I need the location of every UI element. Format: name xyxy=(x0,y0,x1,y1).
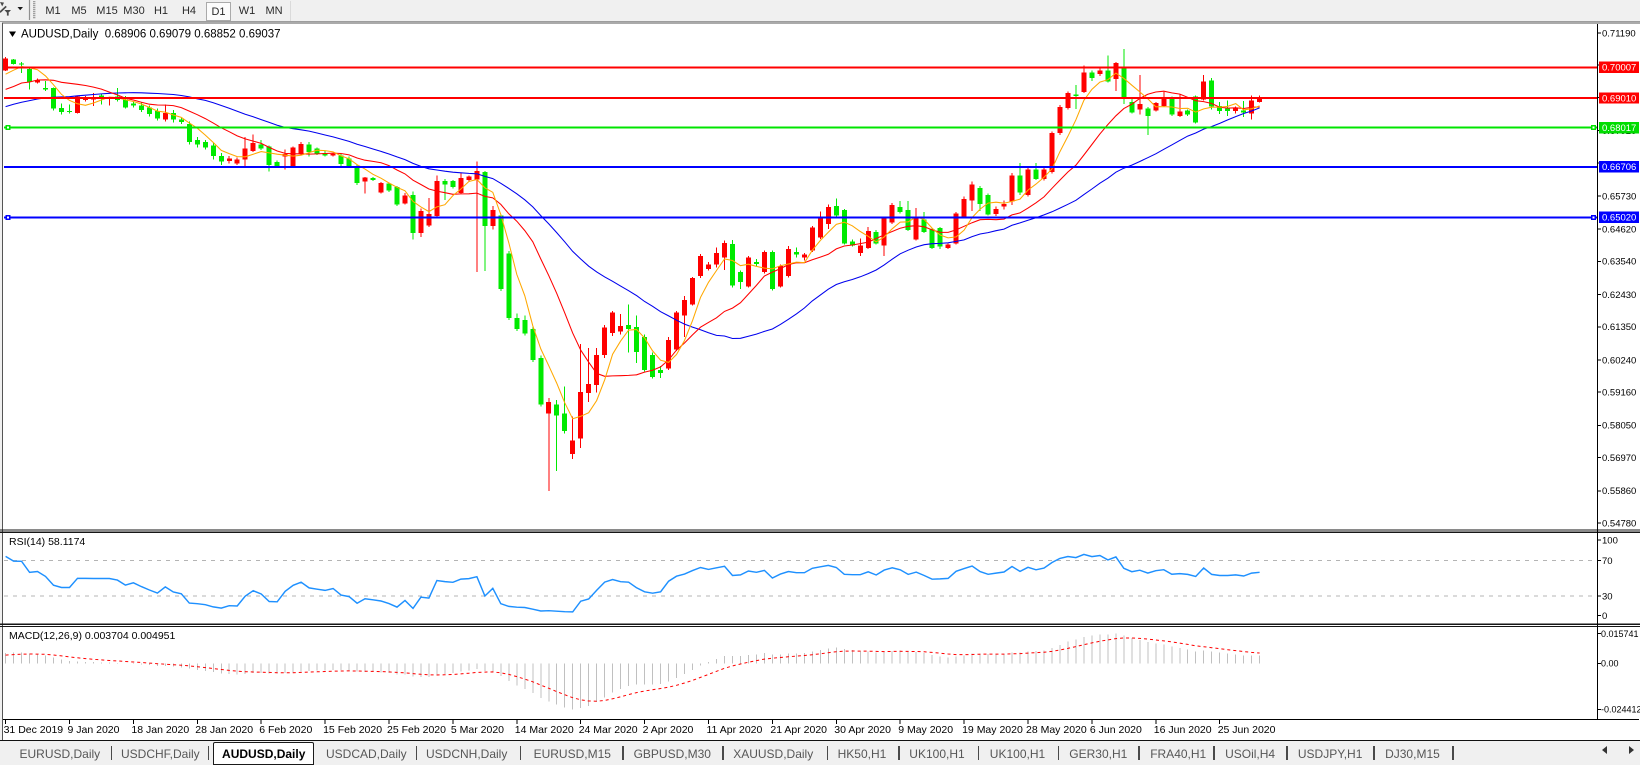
svg-text:MACD(12,26,9) 0.003704 0.00495: MACD(12,26,9) 0.003704 0.004951 xyxy=(9,630,176,642)
svg-text:31 Dec 2019: 31 Dec 2019 xyxy=(4,724,64,736)
svg-text:15 Feb 2020: 15 Feb 2020 xyxy=(323,724,382,736)
svg-text:0.68017: 0.68017 xyxy=(1602,123,1636,134)
svg-text:6 Feb 2020: 6 Feb 2020 xyxy=(259,724,312,736)
svg-text:0.58050: 0.58050 xyxy=(1602,421,1636,432)
svg-text:100: 100 xyxy=(1602,535,1618,546)
svg-text:0.70007: 0.70007 xyxy=(1602,63,1636,74)
svg-text:16 Jun 2020: 16 Jun 2020 xyxy=(1154,724,1212,736)
svg-text:0.59160: 0.59160 xyxy=(1602,388,1636,399)
svg-text:0.62430: 0.62430 xyxy=(1602,290,1636,301)
svg-text:9 May 2020: 9 May 2020 xyxy=(898,724,953,736)
svg-text:5 Mar 2020: 5 Mar 2020 xyxy=(451,724,504,736)
svg-text:30: 30 xyxy=(1602,592,1613,603)
svg-text:0.64620: 0.64620 xyxy=(1602,225,1636,236)
svg-text:30 Apr 2020: 30 Apr 2020 xyxy=(834,724,891,736)
svg-text:24 Mar 2020: 24 Mar 2020 xyxy=(579,724,638,736)
svg-text:0.00: 0.00 xyxy=(1601,659,1619,669)
svg-text:0.60240: 0.60240 xyxy=(1602,355,1636,366)
svg-text:RSI(14) 58.1174: RSI(14) 58.1174 xyxy=(9,536,85,548)
svg-text:0.55860: 0.55860 xyxy=(1602,486,1636,497)
svg-text:-0.024412: -0.024412 xyxy=(1601,705,1640,715)
svg-text:28 Jan 2020: 28 Jan 2020 xyxy=(195,724,253,736)
svg-text:21 Apr 2020: 21 Apr 2020 xyxy=(770,724,827,736)
svg-text:0.56970: 0.56970 xyxy=(1602,453,1636,464)
svg-text:0: 0 xyxy=(1602,611,1607,622)
svg-text:70: 70 xyxy=(1602,556,1613,567)
svg-text:11 Apr 2020: 11 Apr 2020 xyxy=(707,724,763,736)
svg-text:0.71190: 0.71190 xyxy=(1602,28,1636,39)
svg-text:19 May 2020: 19 May 2020 xyxy=(962,724,1023,736)
svg-text:2 Apr 2020: 2 Apr 2020 xyxy=(643,724,694,736)
svg-text:18 Jan 2020: 18 Jan 2020 xyxy=(131,724,189,736)
svg-text:AUDUSD,Daily 0.68906 0.69079: AUDUSD,Daily 0.68906 0.69079 0.68852 0.6… xyxy=(21,29,281,41)
svg-text:28 May 2020: 28 May 2020 xyxy=(1026,724,1087,736)
svg-text:14 Mar 2020: 14 Mar 2020 xyxy=(515,724,574,736)
svg-text:0.69010: 0.69010 xyxy=(1602,93,1636,104)
svg-text:0.65020: 0.65020 xyxy=(1602,213,1636,224)
svg-text:0.66706: 0.66706 xyxy=(1602,162,1636,173)
svg-text:0.65730: 0.65730 xyxy=(1602,191,1636,202)
svg-text:9 Jan 2020: 9 Jan 2020 xyxy=(68,724,120,736)
svg-text:0.015741: 0.015741 xyxy=(1601,629,1639,639)
svg-text:6 Jun 2020: 6 Jun 2020 xyxy=(1090,724,1142,736)
svg-text:25 Jun 2020: 25 Jun 2020 xyxy=(1218,724,1276,736)
svg-text:25 Feb 2020: 25 Feb 2020 xyxy=(387,724,446,736)
svg-text:0.61350: 0.61350 xyxy=(1602,322,1636,333)
svg-text:0.63540: 0.63540 xyxy=(1602,257,1636,268)
svg-text:0.54780: 0.54780 xyxy=(1602,518,1636,529)
